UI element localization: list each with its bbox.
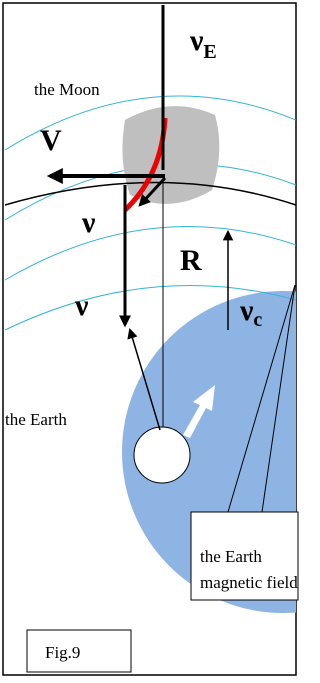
label-moon: the Moon <box>34 80 100 99</box>
earth-core <box>134 427 190 483</box>
caption: Fig.9 <box>45 643 80 662</box>
label-R: R <box>180 244 202 277</box>
diagram: νE the Moon V ν R ν νc the Earth the Ear… <box>0 0 299 678</box>
label-V: V <box>40 124 62 157</box>
moon <box>122 106 219 204</box>
callout-text: magnetic field <box>200 573 298 592</box>
label-nu2: ν <box>74 289 89 322</box>
label-nu: ν <box>81 206 96 239</box>
label-earth: the Earth <box>5 410 67 429</box>
callout-text: the Earth <box>200 547 262 566</box>
